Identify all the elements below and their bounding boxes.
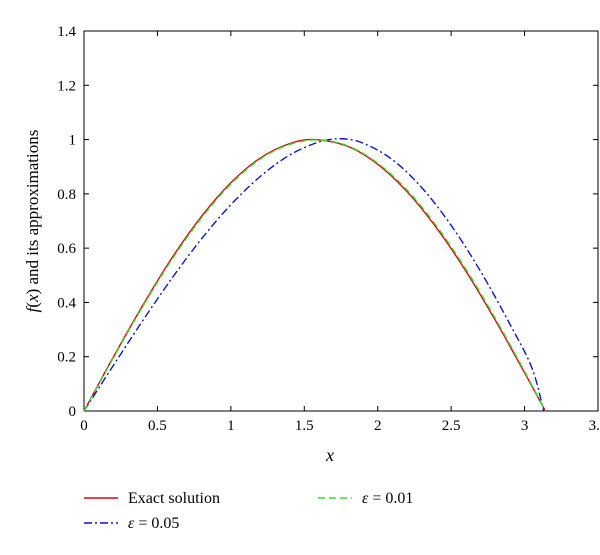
y-axis-label-func: f xyxy=(23,305,42,312)
x-tick-label: 3.5 xyxy=(589,418,600,434)
y-axis-label-arg: x xyxy=(23,294,42,303)
x-tick-label: 3 xyxy=(521,418,529,434)
legend: Exact solution ε = 0.01 ε = 0.05 xyxy=(84,490,413,532)
series-line-eps-001 xyxy=(83,139,546,412)
x-tick-label: 1 xyxy=(227,418,235,434)
series-layer xyxy=(83,138,546,412)
legend-eps-symbol-005: ε xyxy=(128,515,135,532)
plot-frame xyxy=(83,30,599,412)
legend-label-exact: Exact solution xyxy=(128,490,220,507)
x-tick-label: 1.5 xyxy=(295,418,314,434)
x-axis-label: x xyxy=(325,445,334,465)
x-tick-label: 0.5 xyxy=(148,418,167,434)
y-tick-label: 1 xyxy=(69,133,77,149)
ticks: 0 0.5 1 1.5 2 2.5 3 3.5 0 0.2 0.4 0.6 0.8 1 1.2 1.4 xyxy=(57,24,600,434)
y-tick-label: 1.2 xyxy=(57,78,76,94)
legend-eps-symbol-001: ε xyxy=(362,490,369,507)
y-tick-label: 0.2 xyxy=(57,350,76,366)
x-tick-label: 2 xyxy=(374,418,382,434)
y-axis-label-close: ) xyxy=(23,289,42,295)
y-tick-label: 1.4 xyxy=(57,24,76,40)
legend-eps-value-005: = 0.05 xyxy=(134,515,179,532)
x-tick-label: 2.5 xyxy=(442,418,461,434)
y-tick-label: 0 xyxy=(69,404,77,420)
y-tick-label: 0.6 xyxy=(57,241,76,257)
y-axis-label-open: ( xyxy=(23,302,42,308)
legend-label-eps-005: ε = 0.05 xyxy=(128,515,179,532)
y-tick-label: 0.4 xyxy=(57,295,76,311)
y-tick-label: 0.8 xyxy=(57,187,76,203)
y-axis-label: f(x) and its approximations xyxy=(23,130,42,313)
x-tick-label: 0 xyxy=(80,418,88,434)
y-axis-label-rest: and its approximations xyxy=(23,130,42,289)
series-line-exact xyxy=(83,138,546,412)
legend-eps-value-001: = 0.01 xyxy=(368,490,413,507)
series-line-eps-005 xyxy=(83,138,545,412)
legend-label-eps-001: ε = 0.01 xyxy=(362,490,413,507)
